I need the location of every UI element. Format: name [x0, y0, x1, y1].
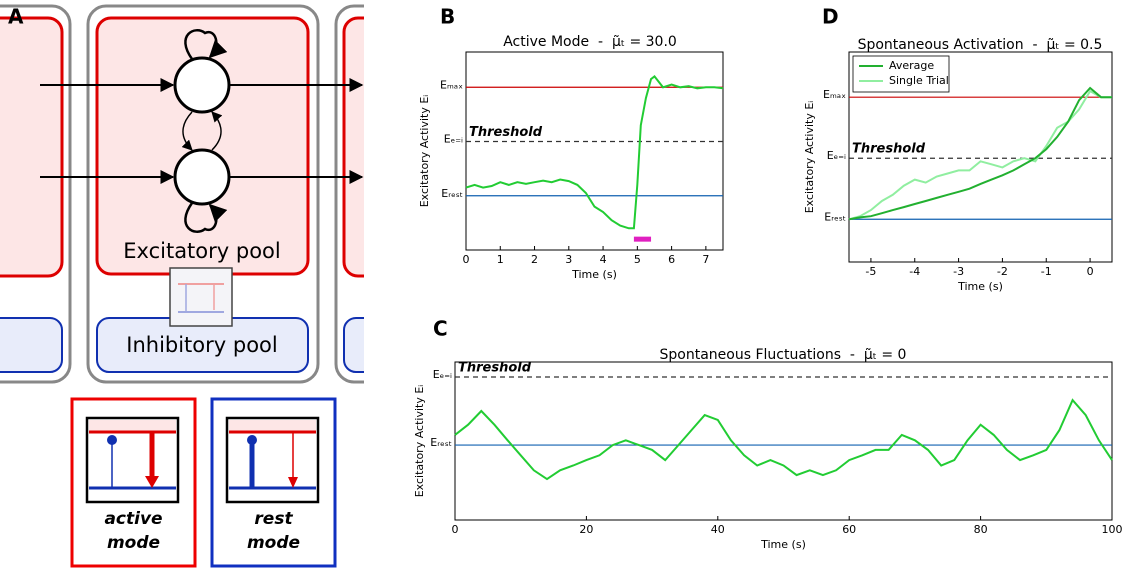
panel-letter: D: [822, 5, 839, 29]
y-axis-label: Excitatory Activity Eᵢ: [418, 95, 431, 208]
panel-letter: B: [440, 5, 455, 29]
x-tick-label: 2: [531, 253, 538, 266]
y-tick-label: Eₑ₌ᵢ: [433, 368, 452, 381]
rest-mode-box: [210, 397, 337, 568]
x-tick-label: -2: [997, 265, 1008, 278]
chart-title: Active Mode - μ̃ₜ = 30.0: [503, 34, 677, 50]
x-tick-label: 0: [452, 523, 459, 536]
data-line: [465, 75, 724, 230]
legend-box: [852, 55, 950, 93]
data-line: [848, 86, 1112, 221]
x-tick-label: 20: [579, 523, 593, 536]
y-tick-label: Eᵣₑₛₜ: [441, 187, 463, 200]
rest-mode-label: rest mode: [246, 509, 301, 553]
x-axis-label: Time (s): [957, 280, 1003, 293]
y-axis-label: Excitatory Activity Eᵢ: [413, 385, 426, 498]
data-line: [454, 398, 1113, 481]
stimulus-bar: [633, 236, 652, 242]
x-tick-label: -4: [909, 265, 920, 278]
panel-letter: C: [433, 317, 448, 341]
active-mode-box: [70, 397, 197, 568]
active-mode-label: active mode: [104, 509, 163, 553]
threshold-annotation: Threshold: [469, 125, 543, 140]
y-tick-label: Eₑ₌ᵢ: [827, 149, 846, 162]
y-tick-label: Eₑ₌ᵢ: [444, 133, 463, 146]
plot-frame: [454, 361, 1113, 521]
x-tick-label: -1: [1041, 265, 1052, 278]
panel-letter: A: [8, 5, 24, 29]
threshold-annotation: Threshold: [852, 142, 926, 157]
plot-frame: [465, 51, 724, 251]
inhibitory-label: Inhibitory pool: [126, 333, 278, 357]
x-tick-label: 80: [974, 523, 988, 536]
x-tick-label: 0: [463, 253, 470, 266]
x-tick-label: 3: [565, 253, 572, 266]
y-tick-label: Eᵣₑₛₜ: [430, 436, 452, 449]
y-tick-label: Eₘₐₓ: [440, 78, 463, 91]
x-tick-label: 6: [668, 253, 675, 266]
threshold-annotation: Threshold: [458, 360, 532, 375]
excitatory-label: Excitatory pool: [123, 239, 281, 263]
x-tick-label: 7: [702, 253, 709, 266]
plot-frame: [848, 51, 1113, 263]
x-tick-label: 100: [1102, 523, 1123, 536]
y-tick-label: Eᵣₑₛₜ: [824, 210, 846, 223]
x-tick-label: 40: [711, 523, 725, 536]
x-tick-label: 0: [1087, 265, 1094, 278]
y-axis-label: Excitatory Activity Eᵢ: [803, 101, 816, 214]
x-axis-label: Time (s): [760, 538, 806, 551]
x-tick-label: 60: [842, 523, 856, 536]
legend-label: Single Trial: [889, 74, 949, 87]
x-tick-label: -5: [865, 265, 876, 278]
chart-title: Spontaneous Activation - μ̃ₜ = 0.5: [858, 37, 1103, 53]
x-tick-label: 4: [600, 253, 607, 266]
x-tick-label: 5: [634, 253, 641, 266]
chart-title: Spontaneous Fluctuations - μ̃ₜ = 0: [660, 347, 907, 363]
legend-label: Average: [889, 59, 934, 72]
x-tick-label: -3: [953, 265, 964, 278]
network-diagram: [0, 4, 364, 384]
x-axis-label: Time (s): [571, 268, 617, 281]
y-tick-label: Eₘₐₓ: [823, 88, 846, 101]
x-tick-label: 1: [497, 253, 504, 266]
